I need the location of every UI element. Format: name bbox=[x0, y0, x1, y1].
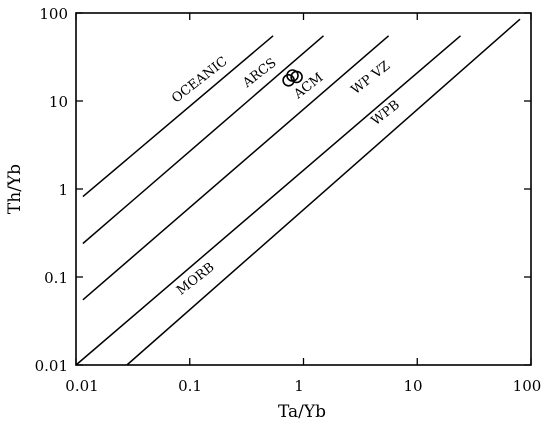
field-label-arcs: ARCS bbox=[239, 56, 279, 92]
y-tick-label-100: 100 bbox=[39, 5, 68, 23]
field-label-acm: ACM bbox=[291, 70, 327, 103]
x-tick-label-100: 100 bbox=[513, 377, 542, 395]
x-tick-label-0.01: 0.01 bbox=[65, 377, 98, 395]
x-axis-title: Ta/Yb bbox=[278, 402, 326, 422]
boundary-line-4 bbox=[75, 35, 461, 366]
boundary-line-3 bbox=[82, 35, 390, 301]
boundary-line-2 bbox=[82, 35, 324, 245]
x-tick-label-0.1: 0.1 bbox=[178, 377, 202, 395]
y-axis-title: Th/Yb bbox=[5, 164, 25, 214]
y-tick-label-10: 10 bbox=[49, 93, 68, 111]
y-tick-label-0.1: 0.1 bbox=[44, 269, 68, 287]
boundary-line-1 bbox=[82, 35, 274, 198]
y-tick-label-0.01: 0.01 bbox=[35, 357, 68, 375]
boundary-line-5 bbox=[126, 18, 521, 366]
field-label-morb: MORB bbox=[174, 260, 217, 298]
plot-frame bbox=[75, 12, 532, 366]
y-tick-label-1: 1 bbox=[58, 181, 68, 199]
x-tick-label-1: 1 bbox=[294, 377, 304, 395]
x-tick-label-10: 10 bbox=[403, 377, 422, 395]
data-point-3 bbox=[290, 70, 303, 84]
field-label-wpb: WPB bbox=[369, 98, 403, 129]
